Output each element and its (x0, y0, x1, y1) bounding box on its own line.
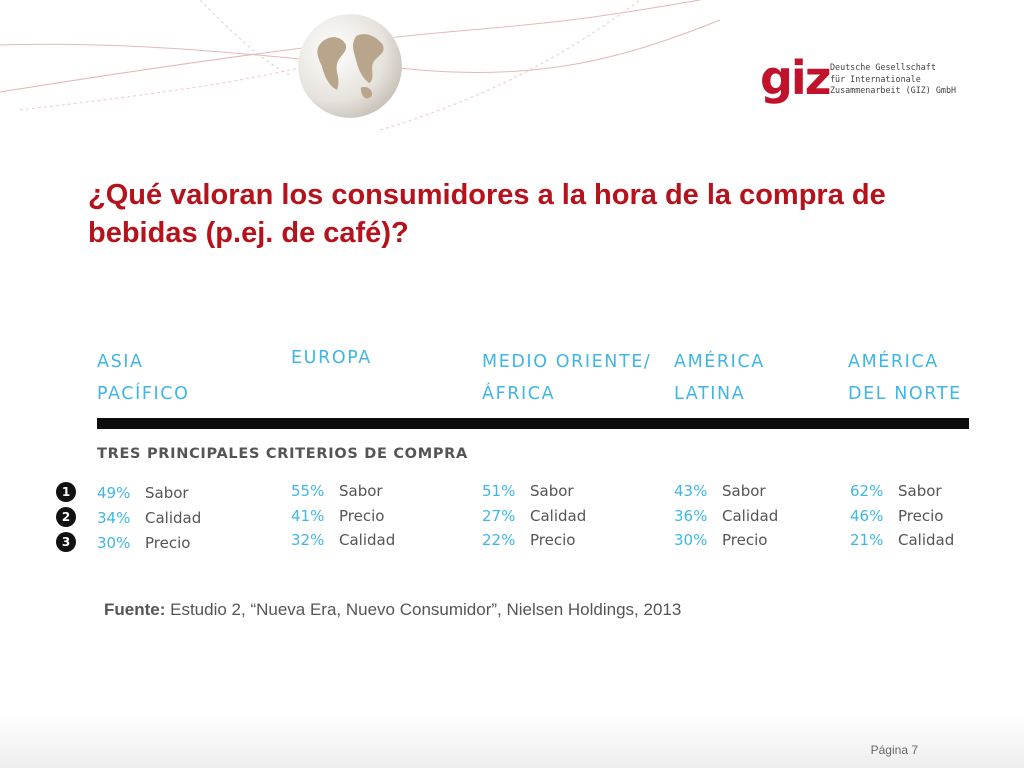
region-name-line: ASIA (97, 352, 144, 372)
region-name-line: ÁFRICA (482, 384, 556, 404)
percentage-value: 34% (97, 509, 131, 527)
criteria-heading: TRES PRINCIPALES CRITERIOS DE COMPRA (97, 446, 468, 462)
criterion-label: Calidad (898, 531, 955, 549)
percentage-value: 36% (674, 507, 708, 525)
criterion-label: Precio (530, 531, 576, 549)
middle-east-africa-rank-2: 27% Calidad (482, 506, 586, 526)
percentage-value: 41% (291, 507, 325, 525)
rank-1-badge: 1 (56, 482, 76, 502)
percentage-value: 46% (850, 507, 884, 525)
region-name-line: MEDIO ORIENTE/ (482, 352, 652, 372)
source-text: Estudio 2, “Nueva Era, Nuevo Consumidor”… (165, 600, 682, 619)
criterion-label: Calidad (530, 507, 587, 525)
region-name-line: LATINA (674, 384, 746, 404)
europe-rank-1: 55% Sabor (291, 481, 383, 501)
north-america-rank-2: 46% Precio (850, 506, 943, 526)
criterion-label: Precio (898, 507, 944, 525)
criterion-label: Sabor (339, 482, 383, 500)
criterion-label: Precio (145, 534, 191, 552)
criterion-label: Calidad (339, 531, 396, 549)
region-header-asia-pacific: ASIA PACÍFICO (97, 346, 190, 410)
percentage-value: 30% (674, 531, 708, 549)
percentage-value: 55% (291, 482, 325, 500)
percentage-value: 27% (482, 507, 516, 525)
percentage-value: 62% (850, 482, 884, 500)
criterion-label: Calidad (145, 509, 202, 527)
criterion-label: Sabor (530, 482, 574, 500)
criterion-label: Sabor (722, 482, 766, 500)
rank-3-badge: 3 (56, 532, 76, 552)
rank-2-badge: 2 (56, 507, 76, 527)
slide-title: ¿Qué valoran los consumidores a la hora … (88, 179, 886, 249)
latin-america-rank-2: 36% Calidad (674, 506, 778, 526)
source-label: Fuente: (104, 600, 166, 619)
giz-org-line: Deutsche Gesellschaft (830, 62, 936, 72)
percentage-value: 49% (97, 484, 131, 502)
region-name-line: AMÉRICA (848, 352, 939, 372)
middle-east-africa-rank-1: 51% Sabor (482, 481, 574, 501)
latin-america-rank-1: 43% Sabor (674, 481, 766, 501)
percentage-value: 32% (291, 531, 325, 549)
header-divider-bar (97, 418, 969, 429)
criterion-label: Precio (339, 507, 385, 525)
giz-logo: giz Deutsche Gesellschaft für Internatio… (760, 51, 960, 108)
criterion-label: Calidad (722, 507, 779, 525)
region-header-latin-america: AMÉRICA LATINA (674, 346, 765, 410)
north-america-rank-1: 62% Sabor (850, 481, 942, 501)
asia-pacific-rank-3: 30% Precio (97, 533, 190, 553)
giz-logo-word: giz (760, 51, 831, 105)
region-name-line: DEL NORTE (848, 384, 962, 404)
europe-rank-3: 32% Calidad (291, 530, 395, 550)
percentage-value: 22% (482, 531, 516, 549)
region-header-middle-east-africa: MEDIO ORIENTE/ ÁFRICA (482, 346, 651, 410)
asia-pacific-rank-1: 49% Sabor (97, 483, 189, 503)
region-name-line: PACÍFICO (97, 384, 190, 404)
criterion-label: Sabor (145, 484, 189, 502)
criterion-label: Precio (722, 531, 768, 549)
asia-pacific-rank-2: 34% Calidad (97, 508, 201, 528)
page-number: Página 7 (870, 743, 918, 757)
region-name-line: AMÉRICA (674, 352, 765, 372)
region-header-north-america: AMÉRICA DEL NORTE (848, 346, 962, 410)
middle-east-africa-rank-3: 22% Precio (482, 530, 575, 550)
europe-rank-2: 41% Precio (291, 506, 384, 526)
giz-org-line: Zusammenarbeit (GIZ) GmbH (830, 85, 957, 95)
giz-org-name: Deutsche Gesellschaft für Internationale… (830, 62, 960, 97)
region-header-europe: EUROPA (291, 342, 372, 374)
globe-image (298, 14, 402, 118)
north-america-rank-3: 21% Calidad (850, 530, 954, 550)
criterion-label: Sabor (898, 482, 942, 500)
footer-band (0, 712, 1024, 768)
region-name-line: EUROPA (291, 348, 372, 368)
latin-america-rank-3: 30% Precio (674, 530, 767, 550)
giz-org-line: für Internationale (830, 73, 921, 84)
percentage-value: 30% (97, 534, 131, 552)
percentage-value: 21% (850, 531, 884, 549)
percentage-value: 43% (674, 482, 708, 500)
percentage-value: 51% (482, 482, 516, 500)
source-citation: Fuente: Estudio 2, “Nueva Era, Nuevo Con… (104, 600, 681, 620)
